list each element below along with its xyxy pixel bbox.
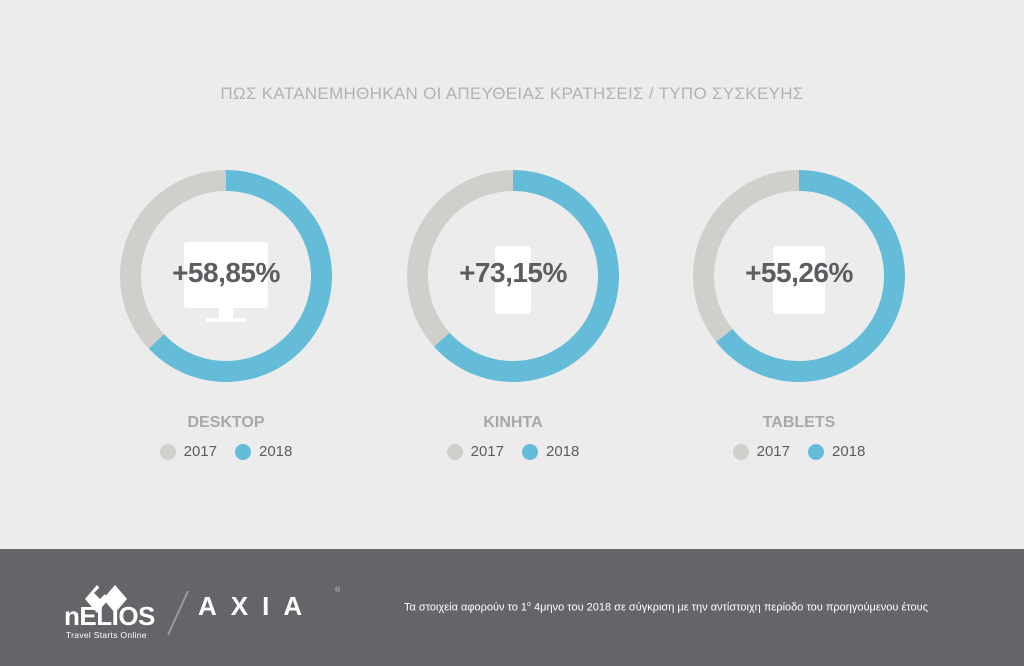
nelios-brand: nELIOS	[64, 601, 155, 631]
legend-swatch-icon	[522, 443, 538, 460]
legend-swatch-icon	[446, 443, 463, 460]
legend-item-2017: 2017	[732, 443, 790, 460]
legend-item-2017: 2017	[446, 443, 504, 460]
donut-svg	[693, 170, 905, 382]
legend-label: 2017	[183, 443, 217, 460]
legend: 2017 2018	[395, 443, 631, 460]
desktop-icon	[184, 242, 268, 322]
donut-svg	[407, 170, 619, 382]
mobile-phone-icon	[495, 246, 531, 314]
footnote: Τα στοιχεία αφορούν το 1ο 4μηνο του 2018…	[404, 601, 928, 614]
legend-label: 2018	[259, 443, 293, 460]
tablet-icon	[773, 246, 825, 314]
legend: 2017 2018	[681, 443, 917, 460]
legend-label: 2018	[832, 443, 866, 460]
donut-svg	[120, 170, 332, 382]
nelios-logo-icon	[85, 585, 127, 613]
legend-label: 2017	[756, 443, 790, 460]
legend-label: 2017	[470, 443, 504, 460]
percentage-change-label: +73,15%	[459, 257, 567, 288]
footer: nELIOS Travel Starts Online AXIA ® Τα στ…	[0, 549, 1024, 666]
donut-segment-2017	[693, 170, 799, 343]
legend-item-2018: 2018	[522, 443, 579, 460]
legend-swatch-icon	[235, 443, 251, 460]
percentage-change-label: +55,26%	[745, 257, 853, 288]
legend-swatch-icon	[732, 443, 749, 460]
donut-segment-2017	[120, 170, 226, 349]
nelios-tagline: Travel Starts Online	[66, 630, 147, 640]
category-label: ΚΙΝΗΤΑ	[483, 414, 543, 431]
donut-segment-2017	[407, 170, 513, 347]
category-label: DESKTOP	[187, 414, 265, 431]
donut-segment-2018	[433, 170, 619, 382]
category-label: TABLETS	[762, 414, 836, 431]
legend-label: 2018	[546, 443, 580, 460]
legend: 2017 2018	[108, 443, 344, 460]
divider-slash-icon	[167, 590, 189, 636]
legend-item-2018: 2018	[808, 443, 865, 460]
legend-item-2017: 2017	[159, 443, 217, 460]
axia-brand: AXIA	[198, 591, 317, 621]
donut-segment-2018	[148, 170, 332, 382]
axia-registered-mark: ®	[335, 587, 341, 594]
legend-swatch-icon	[808, 443, 824, 460]
percentage-change-label: +58,85%	[172, 257, 280, 288]
legend-item-2018: 2018	[235, 443, 292, 460]
page-title: ΠΩΣ ΚΑΤΑΝΕΜΗΘΗΚΑΝ ΟΙ ΑΠΕΥΘΕΙΑΣ ΚΡΑΤΗΣΕΙΣ…	[220, 84, 804, 103]
legend-swatch-icon	[159, 443, 176, 460]
